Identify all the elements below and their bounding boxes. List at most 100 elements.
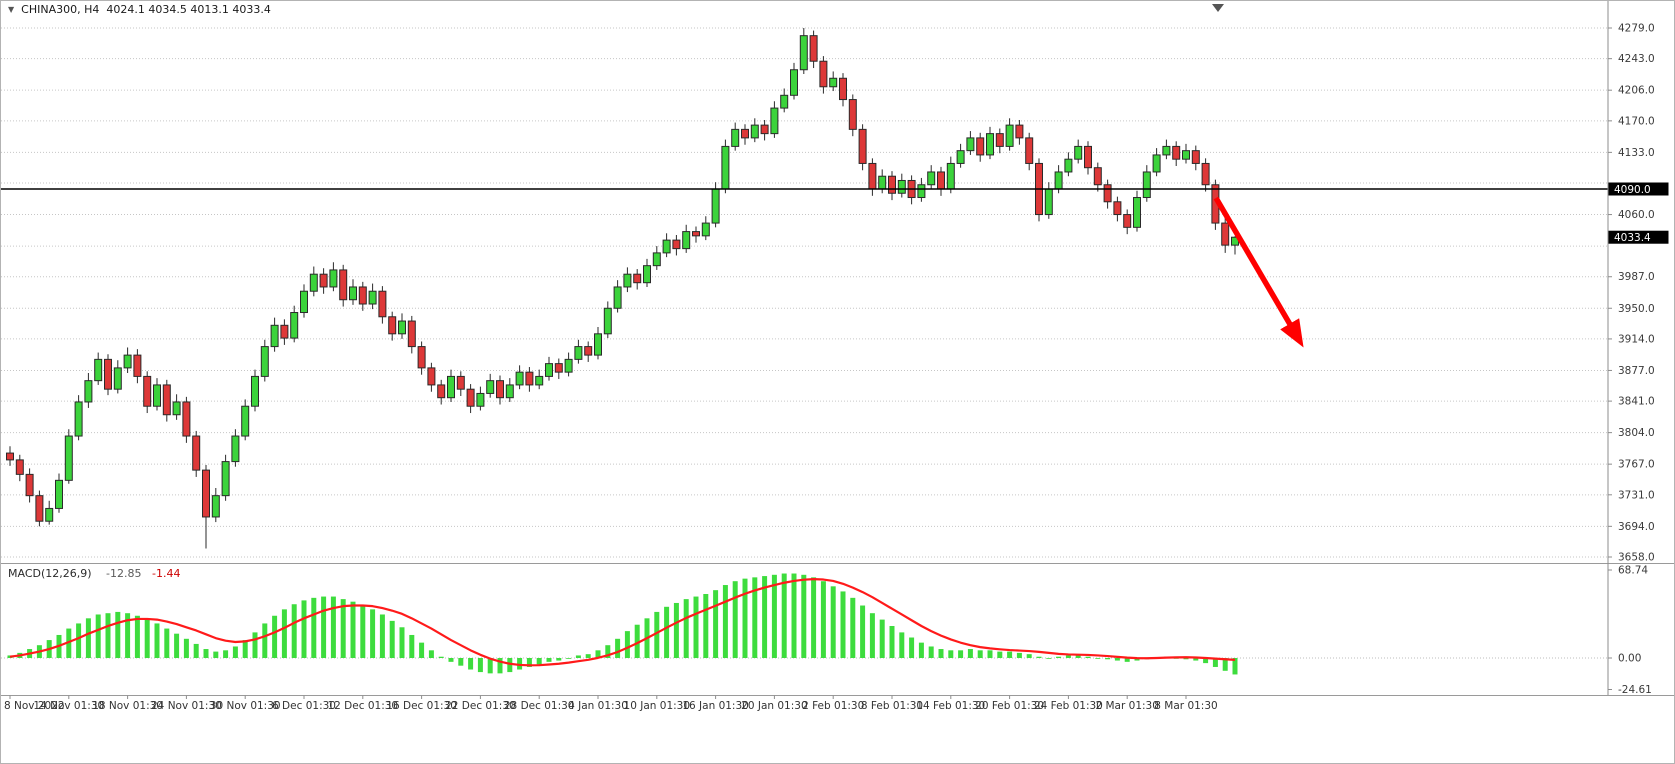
macd-bar [791,573,797,658]
macd-bar [595,650,601,658]
candle [535,369,544,390]
candle-body [427,367,436,386]
candle [917,177,926,202]
candle [1162,139,1171,160]
macd-bar [399,627,405,658]
price-gridlines [1,27,1608,558]
time-axis-label: 24 Nov 01:30 [151,700,222,712]
candle [731,122,740,151]
time-axis-label: 28 Dec 01:30 [504,700,575,712]
candle [603,301,612,339]
candle-body [662,239,671,254]
candle [1005,118,1014,151]
trend-arrow[interactable] [1213,196,1304,348]
candle [966,131,975,155]
candle [6,446,14,466]
macd-bar [497,658,503,674]
candle-body [231,435,240,463]
candle-body [848,99,857,130]
candle-body [1201,162,1210,186]
symbol-dropdown-icon[interactable]: ▼ [8,4,15,14]
macd-bar [801,574,807,658]
candle [172,394,181,420]
time-axis-label: 16 Jan 01:30 [682,700,748,712]
candle-body [329,269,338,288]
candle [897,173,906,198]
macd-bar [585,654,591,658]
macd-bar [468,658,474,670]
candle [839,73,847,107]
candle-body [358,286,367,305]
candle [1201,158,1210,192]
macd-bar [820,581,826,658]
macd-bar [125,613,131,658]
symbol-quote-bar: ▼ CHINA300, H4 4024.1 4034.5 4013.1 4033… [8,3,271,16]
candle [701,216,710,241]
candle-body [133,354,142,377]
price-tick-label: 3658.0 [1618,552,1655,564]
candle [358,281,367,311]
candle [927,165,936,189]
candle-body [211,495,220,518]
candle [456,371,465,396]
candle-body [1113,201,1122,216]
price-tick-label: 4243.0 [1618,53,1655,65]
candle-body [682,231,691,250]
candle-body [45,507,54,522]
macd-bar [1095,658,1101,659]
candle-body [613,286,622,309]
macd-bar [477,658,483,673]
price-tick-label: 3877.0 [1618,365,1655,377]
candle [329,262,338,292]
price-badge-box [1608,182,1669,196]
candle-body [1172,145,1181,160]
macd-tick-label: 68.74 [1618,565,1648,577]
candle [280,319,289,345]
macd-bar [673,602,679,658]
candle [623,267,632,293]
macd-bar [654,611,660,658]
candle [476,386,485,411]
macd-bar [938,649,944,658]
candle [447,369,455,402]
price-axis[interactable]: 4279.0 4243.0 4206.0 4170.0 4133.0 4060.0 3987… [1607,1,1669,696]
candle [378,286,387,324]
candle-body [192,435,201,471]
candle-body [15,459,24,475]
macd-bar [1193,658,1199,661]
price-tick-label: 4133.0 [1618,147,1655,159]
candle-body [927,171,936,186]
candle [956,143,965,168]
candle-body [545,363,553,377]
chart-shift-marker-icon[interactable] [1212,4,1224,12]
candle-body [319,273,328,288]
arrow-line[interactable] [1213,196,1304,348]
macd-bar [536,658,542,665]
candle [760,120,769,141]
candle-body [476,392,485,407]
candle [721,139,730,194]
macd-bar [605,645,611,658]
candle [554,358,563,379]
candle [74,395,83,441]
candle-body [143,375,152,407]
candle [1074,139,1083,164]
macd-bar [291,604,297,658]
candle [594,327,602,360]
candle [290,305,299,343]
macd-bar [928,646,934,658]
candle-body [1074,145,1083,160]
candle [1015,120,1024,145]
candle-body [1005,124,1014,147]
macd-bar [1016,652,1022,658]
candle [1103,179,1112,209]
time-axis-label: 20 Jan 01:30 [741,700,807,712]
candle [407,315,416,354]
current-price-badge: 4033.4 [1608,230,1669,244]
candle [1123,209,1132,235]
macd-bar [683,599,689,658]
macd-bar [664,606,670,658]
candle-body [1064,158,1073,173]
